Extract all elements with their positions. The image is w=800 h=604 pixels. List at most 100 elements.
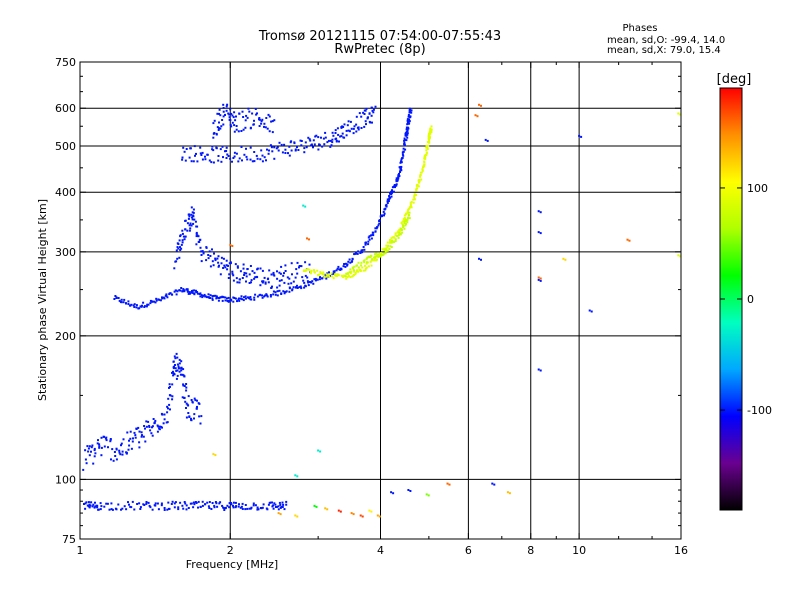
- data-point: [105, 439, 108, 442]
- data-point: [335, 269, 338, 272]
- data-point: [333, 270, 336, 273]
- data-point: [353, 269, 355, 272]
- data-point: [410, 109, 413, 112]
- data-point: [175, 377, 178, 380]
- data-point: [352, 127, 355, 130]
- data-point: [221, 504, 224, 507]
- data-point: [539, 277, 542, 280]
- data-point: [246, 116, 249, 119]
- data-point: [677, 254, 680, 257]
- data-point: [398, 166, 401, 169]
- data-point: [91, 444, 94, 447]
- data-point: [276, 270, 278, 273]
- data-point: [367, 240, 370, 243]
- data-point: [402, 150, 405, 153]
- data-point: [266, 148, 268, 151]
- data-point: [120, 301, 123, 304]
- data-point: [218, 502, 221, 505]
- chart-subtitle: RwPretec (8p): [334, 42, 425, 57]
- colorbar: [deg] 100 0 -100: [717, 72, 772, 511]
- data-point: [399, 161, 402, 164]
- data-point: [100, 436, 103, 439]
- data-point: [313, 270, 316, 273]
- data-point: [232, 504, 234, 507]
- data-point: [301, 276, 304, 279]
- data-point: [148, 426, 151, 428]
- x-tick-label: 16: [674, 544, 688, 557]
- data-point: [228, 113, 231, 116]
- data-point: [326, 508, 329, 511]
- data-point: [350, 127, 353, 130]
- data-point: [188, 156, 191, 159]
- data-point: [322, 137, 325, 140]
- data-point: [253, 298, 256, 301]
- data-point: [234, 506, 237, 509]
- data-point: [398, 172, 400, 175]
- data-point: [353, 265, 356, 268]
- data-point: [219, 273, 222, 276]
- data-point: [250, 298, 253, 301]
- data-point: [329, 145, 332, 148]
- data-point: [588, 309, 591, 312]
- data-point: [271, 131, 274, 134]
- data-point: [149, 299, 152, 302]
- data-point: [368, 112, 371, 115]
- data-point: [87, 447, 90, 450]
- data-point: [421, 169, 424, 172]
- data-point: [211, 297, 214, 300]
- data-point: [349, 120, 352, 123]
- data-point: [177, 247, 180, 250]
- data-point: [213, 132, 216, 134]
- data-point: [92, 462, 95, 465]
- data-point: [339, 510, 342, 513]
- data-point: [210, 508, 213, 510]
- data-point: [123, 298, 126, 301]
- data-point: [374, 227, 377, 230]
- data-point: [162, 422, 165, 425]
- data-point: [172, 360, 175, 363]
- data-point: [197, 240, 200, 243]
- data-point: [368, 238, 371, 241]
- data-point: [370, 114, 373, 117]
- data-point: [212, 122, 215, 125]
- data-point: [345, 134, 348, 137]
- data-point: [187, 395, 190, 398]
- data-point: [230, 125, 233, 128]
- data-point: [245, 272, 248, 275]
- data-point: [378, 220, 381, 222]
- data-point: [222, 115, 225, 118]
- data-point: [183, 385, 186, 387]
- data-point: [145, 502, 148, 505]
- data-point: [117, 297, 120, 299]
- data-point: [217, 129, 220, 131]
- data-point: [128, 304, 131, 307]
- data-point: [150, 432, 153, 435]
- data-point: [261, 296, 264, 299]
- data-point: [260, 507, 263, 510]
- data-point: [326, 141, 329, 144]
- data-point: [327, 273, 330, 276]
- data-point: [398, 229, 401, 232]
- data-point: [240, 146, 243, 148]
- data-point: [367, 236, 370, 239]
- data-point: [398, 228, 401, 231]
- data-point: [176, 356, 179, 359]
- data-point: [394, 238, 397, 241]
- data-point: [391, 236, 394, 239]
- data-point: [300, 287, 303, 290]
- data-point: [201, 504, 204, 507]
- data-point: [309, 139, 312, 142]
- data-point: [204, 503, 206, 506]
- data-point: [182, 288, 185, 291]
- data-point: [423, 163, 426, 166]
- data-point: [397, 177, 400, 180]
- data-point: [238, 112, 241, 115]
- data-point: [154, 504, 157, 507]
- data-point: [539, 279, 542, 282]
- data-point: [129, 437, 132, 440]
- data-point: [222, 110, 225, 113]
- data-point: [192, 222, 195, 225]
- data-point: [364, 269, 367, 272]
- data-point: [400, 158, 403, 161]
- data-point: [677, 112, 680, 115]
